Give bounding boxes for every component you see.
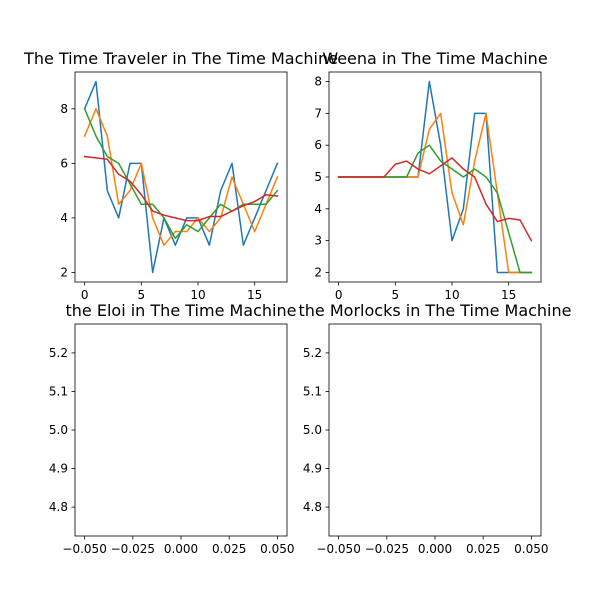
subplot-title: the Morlocks in The Time Machine [299,301,572,320]
subplot-title: Weena in The Time Machine [322,49,547,68]
axes-frame [74,71,288,283]
x-tick-label: −0.050 [62,542,106,556]
x-tick-label: 10 [190,288,205,302]
x-tick-label: 15 [247,288,262,302]
x-tick-label: 0 [81,288,89,302]
subplot-title: the Eloi in The Time Machine [66,301,297,320]
y-tick-label: 8 [314,75,322,89]
y-tick-label: 2 [314,265,322,279]
y-tick-label: 4.8 [49,500,68,514]
y-tick-label: 5.2 [303,346,322,360]
y-tick-label: 8 [60,102,68,116]
y-tick-label: 5.1 [303,384,322,398]
x-tick-label: 0 [335,288,343,302]
y-tick-label: 4.8 [303,500,322,514]
x-tick-label: 15 [501,288,516,302]
y-tick-label: 5.1 [49,384,68,398]
x-tick-label: −0.050 [316,542,360,556]
subplot-4: the Morlocks in The Time Machine −0.050 −0… [299,301,572,556]
y-tick-label: 4.9 [303,462,322,476]
x-tick-label: −0.025 [365,542,409,556]
x-tick-label: 5 [392,288,400,302]
x-tick-label: 0.025 [466,542,500,556]
y-tick-label: 5.0 [303,423,322,437]
y-tick-label: 4 [60,211,68,225]
y-tick-label: 5.0 [49,423,68,437]
y-tick-label: 5 [314,170,322,184]
subplot-title: The Time Traveler in The Time Machine [23,49,338,68]
series-line-4 [337,157,533,242]
x-tick-label: 0.000 [418,542,452,556]
y-tick-label: 5.2 [49,346,68,360]
y-tick-label: 4 [314,202,322,216]
subplot-2: Weena in The Time Machine 0 5 10 15 2 3 4 5 6 7 8 [314,49,547,302]
series-line-4 [83,155,279,222]
x-tick-label: 10 [444,288,459,302]
x-tick-label: −0.025 [111,542,155,556]
x-tick-label: 0.025 [212,542,246,556]
y-tick-label: 4.9 [49,462,68,476]
y-tick-label: 3 [314,234,322,248]
x-tick-label: 5 [138,288,146,302]
x-tick-label: 0.000 [164,542,198,556]
subplot-3: the Eloi in The Time Machine −0.050 −0.025… [49,301,297,556]
y-tick-label: 7 [314,106,322,120]
subplot-1: The Time Traveler in The Time Machine 0 5 1… [23,49,338,302]
y-tick-label: 6 [314,138,322,152]
y-tick-label: 6 [60,156,68,170]
y-tick-label: 2 [60,265,68,279]
x-tick-label: 0.050 [260,542,294,556]
x-tick-label: 0.050 [514,542,548,556]
